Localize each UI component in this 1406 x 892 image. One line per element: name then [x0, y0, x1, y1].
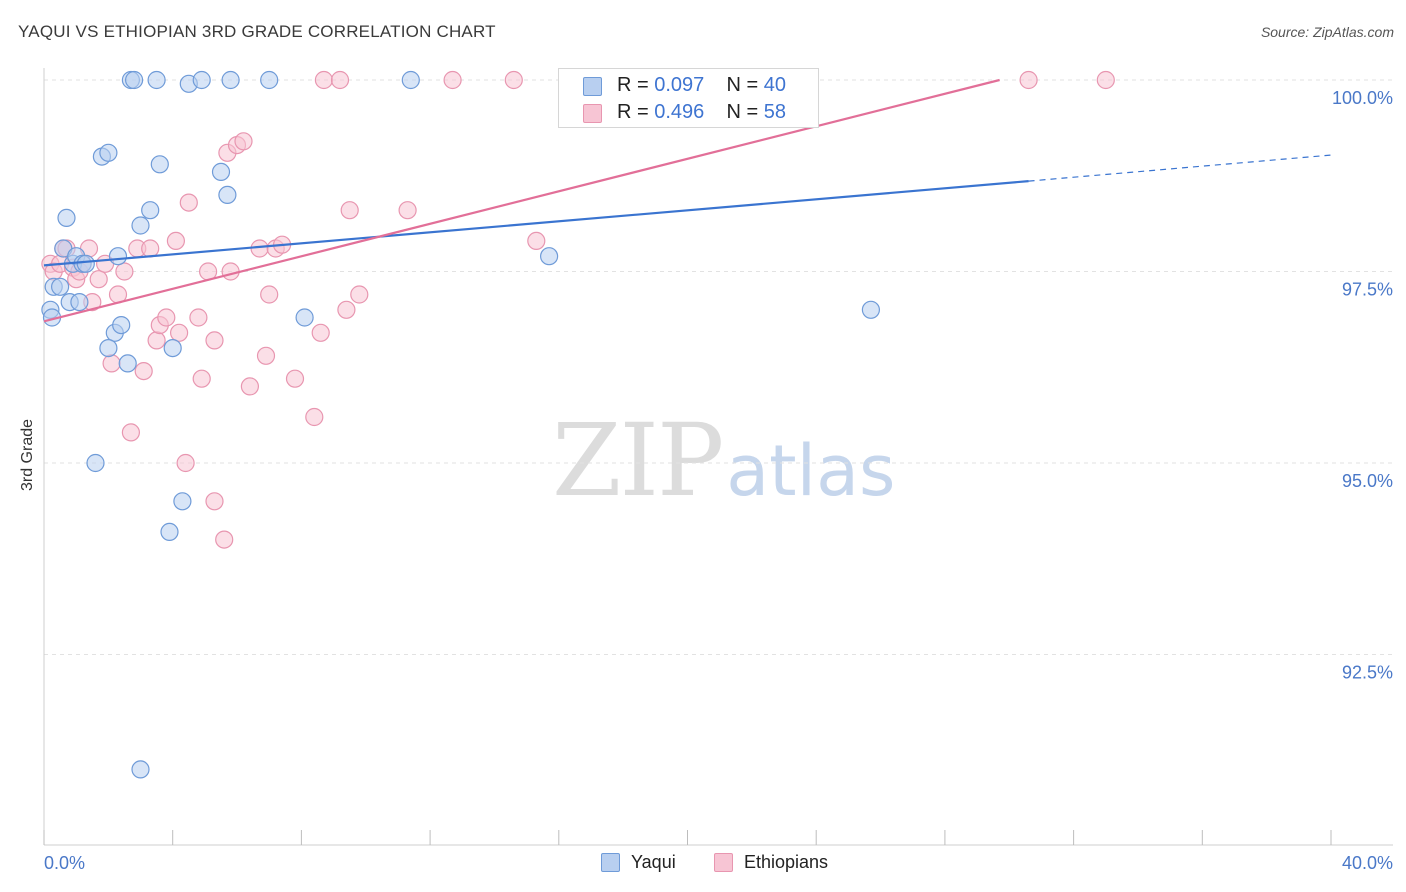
- yaqui-point: [112, 316, 131, 335]
- ethiopians-point: [166, 231, 185, 250]
- yaqui-point: [108, 247, 128, 266]
- ethiopians-point: [256, 346, 276, 365]
- yaqui-legend-swatch: [601, 853, 620, 872]
- legend-label-ethiopians: Ethiopians: [744, 852, 829, 872]
- ethiopians-point: [234, 132, 253, 151]
- yaqui-point: [160, 522, 179, 542]
- ethiopians-point: [314, 70, 333, 90]
- ethiopians-point: [260, 285, 279, 304]
- ethiopians-point: [189, 308, 208, 327]
- legend-label-yaqui: Yaqui: [631, 852, 676, 872]
- ethiopians-point: [398, 201, 417, 220]
- ethiopians-point: [134, 362, 153, 381]
- ethiopians-point: [176, 453, 195, 473]
- yaqui-trend-line: [43, 180, 1029, 267]
- ethiopians-point: [141, 239, 160, 258]
- yaqui-point: [125, 70, 144, 90]
- yaqui-point: [118, 354, 137, 373]
- ethiopians-point: [221, 262, 240, 281]
- legend-yaqui-stats: R = 0.097 N = 40: [617, 74, 787, 96]
- yaqui-point: [221, 70, 240, 90]
- ethiopians-point: [285, 369, 305, 388]
- ethiopians-point: [1096, 70, 1115, 90]
- yaqui-point: [147, 70, 166, 90]
- ethiopians-point: [527, 231, 546, 250]
- ethiopians-point: [305, 407, 324, 427]
- legend-ethiopians-r: 0.496: [654, 101, 705, 123]
- ethiopians-point: [350, 285, 369, 304]
- y-tick-label: 95.0%: [1342, 471, 1393, 491]
- trend-lines: [43, 78, 1332, 323]
- yaqui-point: [173, 492, 192, 511]
- ethiopians-point: [205, 331, 224, 350]
- yaqui-point: [131, 760, 150, 779]
- ethiopians-point: [192, 369, 211, 388]
- yaqui-point: [50, 277, 70, 296]
- gridlines: [44, 79, 1393, 655]
- ethiopians-point: [330, 70, 350, 90]
- yaqui-point: [539, 247, 559, 266]
- yaqui-point: [99, 339, 118, 358]
- yaqui-point: [76, 254, 95, 273]
- x-tick-label: 0.0%: [44, 853, 85, 873]
- ethiopians-point: [240, 377, 259, 396]
- chart-title: YAQUI VS ETHIOPIAN 3RD GRADE CORRELATION…: [18, 22, 496, 41]
- ethiopians-point: [115, 262, 134, 281]
- yaqui-point: [70, 293, 89, 312]
- ethiopians-point: [170, 323, 189, 342]
- yaqui-point: [861, 300, 881, 319]
- series-legend: Yaqui Ethiopians: [0, 852, 1406, 876]
- y-tick-label: 100.0%: [1332, 88, 1393, 108]
- yaqui-point: [57, 208, 76, 227]
- yaqui-point: [211, 162, 231, 181]
- y-tick-label: 92.5%: [1342, 663, 1393, 683]
- x-tick-label: 40.0%: [1342, 853, 1393, 873]
- ethiopians-point: [205, 492, 224, 511]
- yaqui-point: [99, 143, 118, 162]
- ethiopians-point: [504, 70, 523, 90]
- legend-yaqui-r: 0.097: [654, 74, 705, 96]
- yaqui-point: [86, 453, 105, 473]
- chart-source: Source: ZipAtlas.com: [1260, 24, 1394, 40]
- tick-labels: 92.5% 95.0% 97.5% 100.0% 0.0% 40.0%: [44, 88, 1393, 873]
- legend-ethiopians-stats: R = 0.496 N = 58: [617, 101, 787, 123]
- yaqui-point: [260, 70, 279, 90]
- ethiopians-point: [1019, 70, 1038, 90]
- ethiopians-point: [215, 530, 234, 549]
- ethiopians-point: [147, 331, 166, 350]
- ethiopians-legend-swatch: [714, 853, 733, 872]
- ethiopians-point: [157, 308, 176, 327]
- watermark: ZIPatlas: [552, 402, 895, 519]
- watermark-zip: ZIP: [552, 402, 724, 519]
- yaqui-trend-line-extension: [1028, 154, 1332, 182]
- axes: [43, 68, 1393, 846]
- y-tick-label: 97.5%: [1342, 280, 1393, 300]
- correlation-legend: R = 0.097 N = 40 R = 0.496 N = 58: [558, 68, 819, 128]
- yaqui-point: [141, 201, 160, 220]
- ethiopians-point: [89, 270, 108, 289]
- watermark-atlas: atlas: [726, 430, 896, 512]
- yaqui-point: [150, 155, 169, 174]
- yaqui-point: [131, 216, 150, 235]
- legend-ethiopians-n: 58: [763, 101, 787, 123]
- legend-yaqui-n: 40: [763, 74, 787, 96]
- yaqui-points: [41, 70, 881, 779]
- ethiopians-points: [41, 70, 1115, 549]
- yaqui-swatch: [583, 77, 602, 96]
- ethiopians-point: [121, 423, 140, 442]
- ethiopians-point: [340, 201, 359, 220]
- ethiopians-point: [337, 300, 356, 319]
- yaqui-point: [295, 308, 314, 327]
- ethiopians-point: [102, 354, 121, 373]
- ethiopians-point: [311, 323, 330, 342]
- yaqui-point: [163, 339, 182, 358]
- ethiopians-point: [443, 70, 462, 90]
- yaqui-point: [401, 70, 420, 90]
- ethiopians-trend-line: [43, 78, 1000, 323]
- ethiopians-point: [179, 193, 198, 212]
- yaqui-point: [192, 70, 211, 90]
- yaqui-point: [218, 185, 237, 204]
- ethiopians-swatch: [583, 104, 602, 123]
